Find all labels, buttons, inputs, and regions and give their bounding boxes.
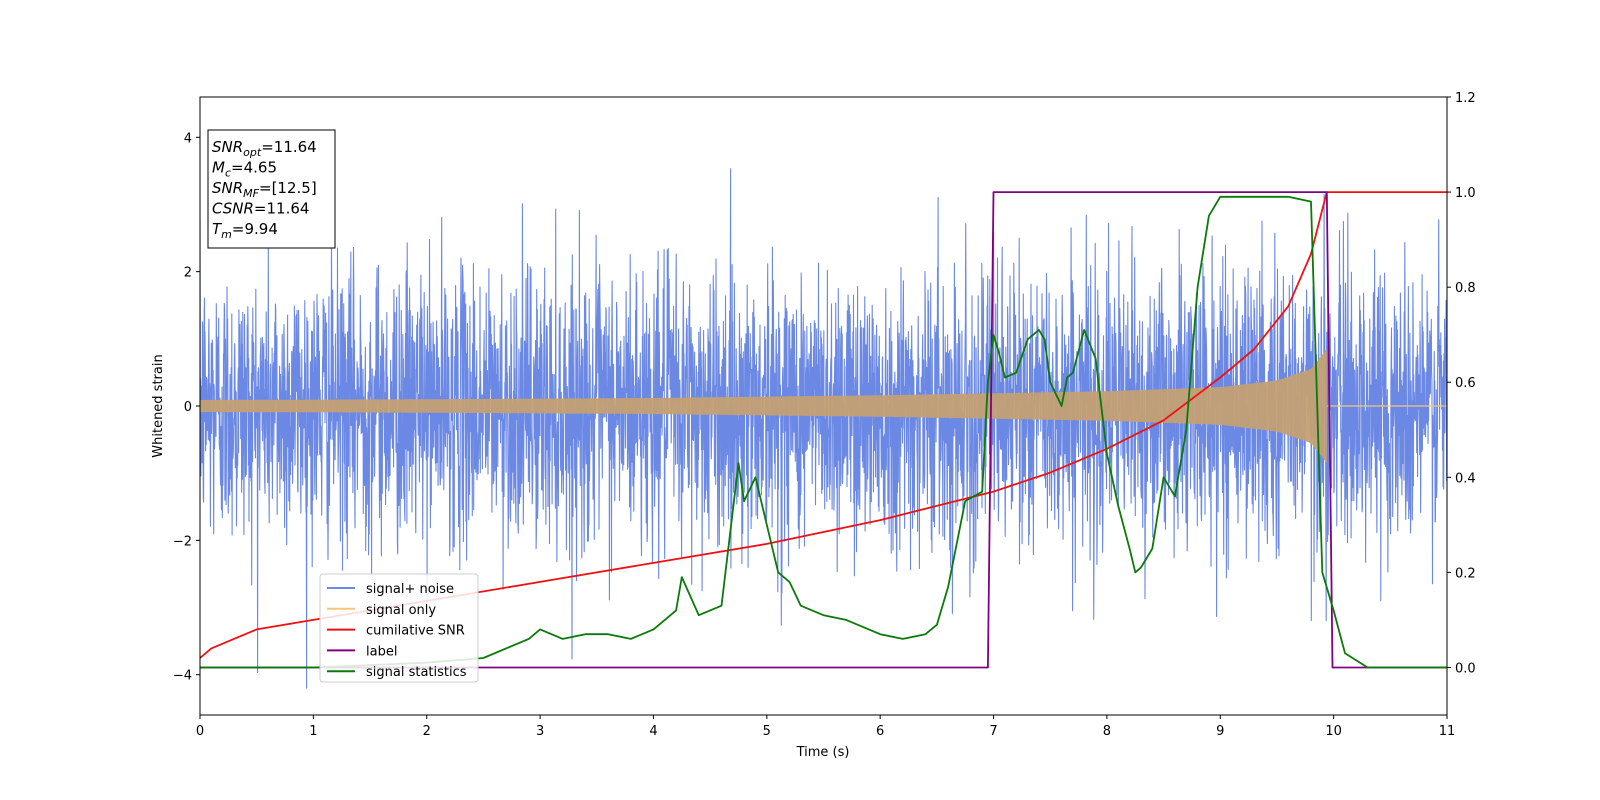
series-signal-statistics-line: [200, 195, 1447, 669]
y-right-tick-label: 1.2: [1455, 91, 1476, 106]
legend-items: signal+ noise signal only cumilative SNR la…: [327, 582, 467, 680]
y-right-tick-label: 0.2: [1455, 566, 1476, 581]
annotation-line: Tm=9.94: [212, 220, 278, 241]
series-label-line: [200, 191, 1447, 669]
annotation-symbol: CSNR: [212, 200, 254, 218]
x-tick-label: 0: [196, 724, 204, 739]
x-tick-label: 4: [649, 724, 657, 739]
annotation-subscript: c: [225, 167, 231, 180]
x-tick-label: 1: [309, 724, 317, 739]
ticks-group: 0 1 2 3 4 5 6 7 8 9 10 11 −4 −2 0 2 4 0.0 0.2 0.4 0.6 0.8 1.0 1…: [173, 91, 1476, 739]
legend-entry: signal statistics: [366, 665, 467, 680]
x-axis-label: Time (s): [796, 745, 850, 760]
y-axis-label: Whitened strain: [151, 354, 166, 457]
annotation-symbol: M: [212, 159, 225, 177]
legend-frame: [319, 573, 479, 683]
x-tick-label: 11: [1439, 724, 1456, 739]
annotation-line: SNRopt=11.64: [212, 138, 317, 159]
y-left-tick-label: 2: [184, 266, 192, 281]
annotation-value: =4.65: [231, 159, 277, 177]
x-tick-label: 7: [989, 724, 997, 739]
annotation-symbol: SNR: [212, 179, 243, 197]
annotation-value: =9.94: [232, 220, 278, 238]
x-tick-label: 5: [763, 724, 771, 739]
y-left-tick-label: −2: [173, 534, 192, 549]
x-tick-label: 8: [1103, 724, 1111, 739]
annotation-value: =11.64: [254, 200, 310, 218]
y-right-tick-label: 0.4: [1455, 471, 1476, 486]
series-signal-only-band: [200, 348, 1327, 464]
annotation-lines: SNRopt=11.64Mc=4.65SNRMF=[12.5]CSNR=11.6…: [212, 138, 317, 241]
annotation-line: SNRMF=[12.5]: [212, 179, 317, 200]
x-tick-label: 2: [423, 724, 431, 739]
annotation-frame: [207, 129, 336, 249]
y-right-tick-label: 0.0: [1455, 661, 1476, 676]
annotation-value: =11.64: [261, 138, 317, 156]
annotation-subscript: MF: [243, 187, 259, 200]
annotation-line: Mc=4.65: [212, 159, 277, 180]
y-right-tick-label: 0.6: [1455, 376, 1476, 391]
annotation-subscript: opt: [243, 146, 262, 159]
x-tick-label: 10: [1325, 724, 1342, 739]
annotation-subscript: m: [221, 228, 232, 241]
annotation-value: =[12.5]: [259, 179, 317, 197]
y-left-tick-label: 0: [184, 400, 192, 415]
legend-entry: signal+ noise: [366, 582, 454, 597]
y-left-tick-label: 4: [184, 131, 192, 146]
annotation-line: CSNR=11.64: [212, 200, 309, 218]
legend-entry: cumilative SNR: [366, 624, 465, 639]
legend: signal+ noise signal only cumilative SNR la…: [319, 573, 479, 683]
legend-entry: signal only: [366, 603, 436, 618]
legend-entry: label: [366, 644, 397, 659]
y-right-tick-label: 1.0: [1455, 186, 1476, 201]
annotation-symbol: SNR: [212, 138, 243, 156]
y-left-tick-label: −4: [173, 669, 192, 684]
y-right-tick-label: 0.8: [1455, 281, 1476, 296]
annotation-box: SNRopt=11.64Mc=4.65SNRMF=[12.5]CSNR=11.6…: [207, 129, 336, 249]
x-tick-label: 6: [876, 724, 884, 739]
x-tick-label: 3: [536, 724, 544, 739]
x-tick-label: 9: [1216, 724, 1224, 739]
annotation-symbol: T: [212, 220, 223, 238]
